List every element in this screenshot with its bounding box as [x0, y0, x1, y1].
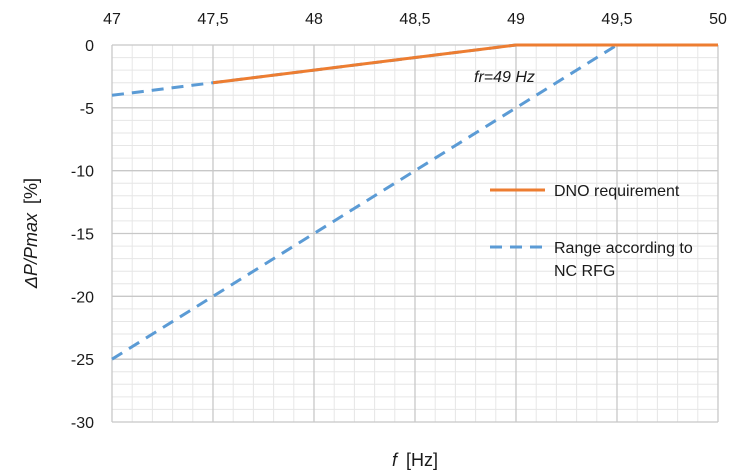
x-axis-symbol: f: [392, 450, 399, 470]
legend: DNO requirement Range according to NC RF…: [490, 183, 697, 280]
x-tick-label: 50: [709, 11, 727, 28]
legend-label-dno: DNO requirement: [554, 183, 680, 200]
x-axis-unit: [Hz]: [406, 450, 438, 470]
y-axis-title: ΔP/Pmax [%]: [21, 178, 41, 289]
series-layer: [111, 43, 718, 361]
y-axis-unit: [%]: [21, 178, 41, 204]
x-axis-title: f [Hz]: [392, 450, 438, 470]
y-tick-label: -15: [71, 227, 94, 244]
y-tick-label: -10: [71, 164, 94, 181]
x-tick-label: 49,5: [601, 11, 632, 28]
x-tick-label: 47,5: [197, 11, 228, 28]
annotation-fr: fr=49 Hz: [474, 69, 535, 86]
y-tick-label: -30: [71, 415, 94, 432]
y-axis-symbol: ΔP/Pmax: [21, 212, 41, 289]
legend-label-rfg-line1: Range according to: [554, 240, 693, 257]
x-tick-labels: 47 47,5 48 48,5 49 49,5 50: [103, 11, 727, 28]
legend-label-rfg-line2: NC RFG: [554, 263, 615, 280]
y-tick-label: -5: [80, 101, 94, 118]
legend-label-rfg: Range according to NC RFG: [554, 240, 697, 280]
y-tick-label: -25: [71, 352, 94, 369]
x-tick-label: 49: [507, 11, 525, 28]
x-tick-label: 47: [103, 11, 121, 28]
y-tick-label: -20: [71, 289, 94, 306]
x-tick-label: 48,5: [399, 11, 430, 28]
x-tick-label: 48: [305, 11, 323, 28]
y-tick-labels: 0 -5 -10 -15 -20 -25 -30: [71, 38, 94, 432]
major-gridlines: [111, 44, 719, 423]
y-tick-label: 0: [85, 38, 94, 55]
series-line-dno: [212, 43, 718, 85]
